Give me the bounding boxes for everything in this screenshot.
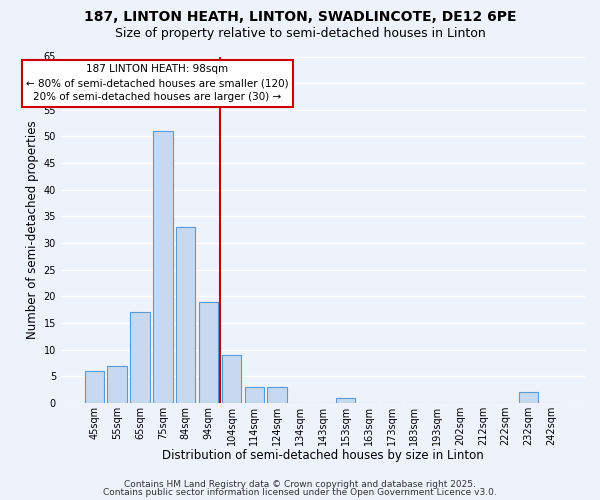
Bar: [519, 392, 538, 403]
Bar: [153, 131, 173, 403]
Bar: [107, 366, 127, 403]
Bar: [268, 387, 287, 403]
Bar: [336, 398, 355, 403]
Text: 187, LINTON HEATH, LINTON, SWADLINCOTE, DE12 6PE: 187, LINTON HEATH, LINTON, SWADLINCOTE, …: [84, 10, 516, 24]
Bar: [176, 227, 196, 403]
Bar: [245, 387, 264, 403]
Text: Contains HM Land Registry data © Crown copyright and database right 2025.: Contains HM Land Registry data © Crown c…: [124, 480, 476, 489]
Bar: [222, 355, 241, 403]
Bar: [130, 312, 150, 403]
Text: Contains public sector information licensed under the Open Government Licence v3: Contains public sector information licen…: [103, 488, 497, 497]
Text: 187 LINTON HEATH: 98sqm
← 80% of semi-detached houses are smaller (120)
20% of s: 187 LINTON HEATH: 98sqm ← 80% of semi-de…: [26, 64, 289, 102]
Bar: [85, 371, 104, 403]
Bar: [199, 302, 218, 403]
Text: Size of property relative to semi-detached houses in Linton: Size of property relative to semi-detach…: [115, 28, 485, 40]
X-axis label: Distribution of semi-detached houses by size in Linton: Distribution of semi-detached houses by …: [162, 450, 484, 462]
Y-axis label: Number of semi-detached properties: Number of semi-detached properties: [26, 120, 39, 339]
